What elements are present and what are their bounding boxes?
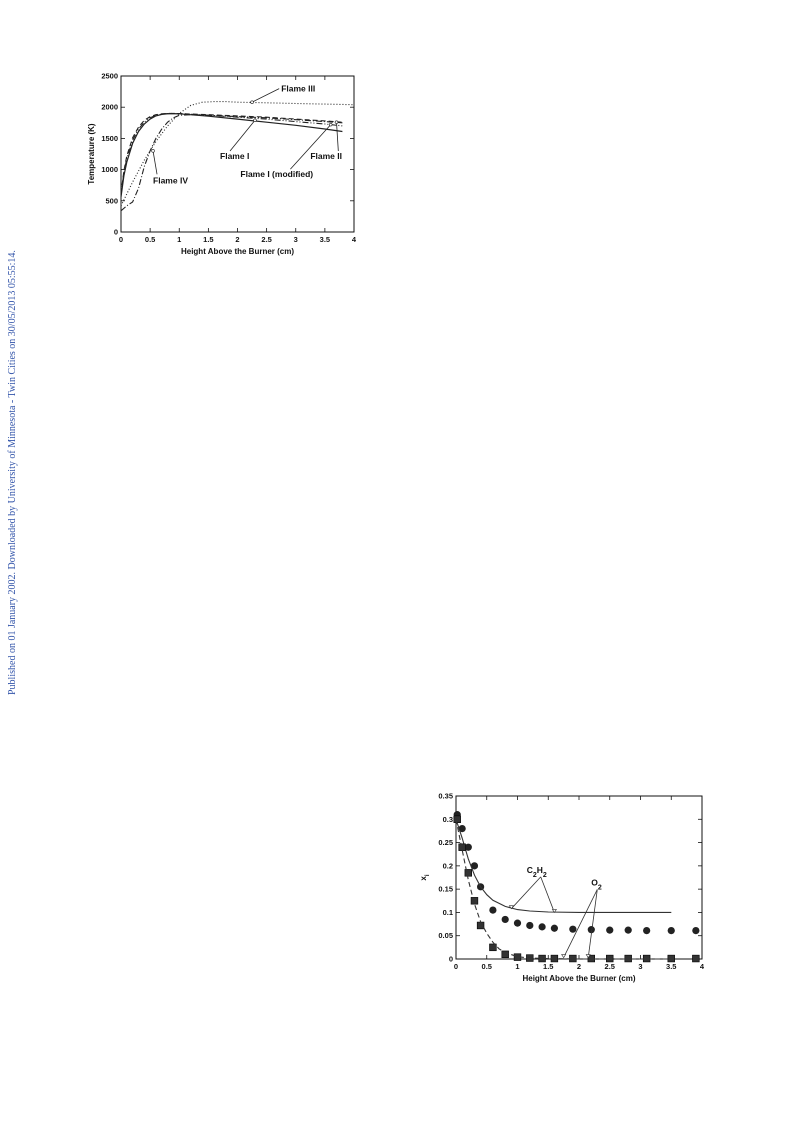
- data-point-c2h2: [587, 926, 595, 934]
- annotation-leader: [229, 120, 256, 152]
- y-tick-label: 1000: [101, 165, 118, 174]
- annotation-leader: [336, 122, 339, 152]
- annotation-leader: [251, 88, 280, 103]
- series-line-flame-ii: [120, 112, 343, 194]
- y-tick-label: 0: [114, 228, 118, 237]
- x-tick-label: 0.5: [482, 962, 492, 971]
- data-point-c2h2: [513, 919, 522, 927]
- annotation-mid: H: [537, 865, 543, 875]
- y-tick-label: 0.05: [438, 931, 453, 940]
- x-tick-label: 1.5: [543, 962, 553, 971]
- y-tick-label: 0.25: [438, 838, 453, 847]
- annotation-label: Flame III: [281, 84, 315, 94]
- annotation-subscript: 2: [533, 871, 537, 878]
- data-point-o2: [470, 897, 479, 905]
- y-tick-label: 2500: [101, 72, 118, 81]
- x-tick-label: 1.5: [203, 235, 213, 244]
- data-point-c2h2: [526, 921, 534, 930]
- annotation-leader: [540, 876, 555, 913]
- data-point-c2h2: [624, 926, 632, 934]
- x-tick-label: 0: [119, 235, 123, 244]
- annotation-label: O2: [591, 877, 602, 891]
- y-tick-label: 0.15: [438, 885, 453, 894]
- annotation-label: Flame I (modified): [240, 169, 313, 179]
- series-line-o2: [455, 819, 672, 960]
- y-axis-title: Temperature (K): [87, 123, 96, 185]
- data-point-c2h2: [501, 915, 509, 924]
- x-tick-label: 3: [294, 235, 298, 244]
- side-download-note: Published on 01 January 2002. Downloaded…: [7, 250, 18, 695]
- annotation-label: Flame I: [220, 151, 249, 161]
- data-point-c2h2: [692, 926, 700, 935]
- data-point-c2h2: [538, 923, 546, 931]
- data-point-o2: [464, 869, 473, 877]
- series-line-flame-iv: [120, 114, 343, 212]
- annotation-leader: [587, 889, 598, 958]
- annotation-arrowhead: [329, 122, 333, 127]
- y-axis-subscript: i: [425, 874, 431, 876]
- x-tick-label: 2.5: [261, 235, 271, 244]
- annotation-arrowhead: [250, 100, 254, 104]
- annotation-arrowhead: [334, 120, 339, 124]
- x-tick-label: 2: [235, 235, 239, 244]
- data-point-c2h2: [489, 906, 497, 914]
- x-tick-label: 0.5: [145, 235, 155, 244]
- annotation-arrowhead: [508, 905, 514, 910]
- x-tick-label: 0: [454, 962, 458, 971]
- annotation-label: C2H2: [527, 865, 547, 879]
- y-tick-label: 0: [449, 955, 453, 964]
- x-tick-label: 4: [700, 962, 705, 971]
- data-point-c2h2: [643, 926, 651, 935]
- data-point-o2: [489, 943, 497, 952]
- annotation-leader: [290, 124, 331, 170]
- data-point-c2h2: [667, 926, 675, 935]
- y-tick-label: 0.3: [443, 815, 453, 824]
- x-tick-label: 4: [352, 235, 357, 244]
- data-point-o2: [453, 815, 461, 823]
- series-line-c2h2: [455, 819, 672, 913]
- y-tick-label: 500: [105, 196, 118, 205]
- x-tick-label: 3.5: [666, 962, 676, 971]
- x-tick-label: 3.5: [320, 235, 330, 244]
- y-tick-label: 0.2: [443, 861, 453, 870]
- annotation-label: Flame II: [310, 151, 342, 161]
- y-tick-label: 0.35: [438, 792, 453, 801]
- data-point-c2h2: [606, 926, 614, 934]
- data-point-c2h2: [569, 925, 577, 933]
- annotation-subscript: 2: [543, 871, 547, 878]
- y-axis-title: xi: [419, 874, 431, 880]
- x-tick-label: 1: [515, 962, 519, 971]
- data-point-c2h2: [550, 924, 558, 932]
- x-tick-label: 1: [177, 235, 181, 244]
- y-tick-label: 0.1: [443, 908, 453, 917]
- annotation-subscript: 2: [598, 884, 602, 891]
- y-tick-label: 1500: [101, 134, 118, 143]
- data-point-c2h2: [458, 825, 466, 833]
- plot-frame: [455, 795, 703, 960]
- x-axis-title: Height Above the Burner (cm): [181, 247, 294, 256]
- mole-fraction-chart: 0 0.5 1 1.5 2 2.5 3 3.5 4 0 0.05 0.1 0.15 0.2 0.25 0.3 0…: [419, 792, 705, 984]
- x-tick-label: 2.5: [605, 962, 615, 971]
- annotation-arrowhead: [585, 954, 591, 959]
- side-note-text: Published on 01 January 2002. Downloaded…: [7, 250, 18, 695]
- data-point-c2h2: [464, 843, 472, 851]
- annotation-label: Flame IV: [153, 175, 188, 185]
- temperature-chart: 0 0.5 1 1.5 2 2.5 3 3.5 4 0 500 1000 1500 2000 2500 Hei…: [87, 72, 357, 257]
- x-tick-label: 2: [577, 962, 581, 971]
- annotation-leader: [563, 889, 598, 958]
- x-axis-title: Height Above the Burner (cm): [522, 974, 635, 983]
- data-point-o2: [476, 921, 485, 930]
- annotation-arrowhead: [551, 909, 557, 913]
- x-tick-label: 3: [638, 962, 642, 971]
- annotation-arrowhead: [253, 118, 257, 123]
- annotation-arrowhead: [151, 149, 155, 153]
- annotation-arrowhead: [561, 954, 567, 959]
- y-tick-label: 2000: [101, 103, 118, 112]
- data-point-o2: [501, 950, 509, 959]
- annotation-leader: [511, 876, 542, 909]
- data-point-o2: [692, 954, 700, 963]
- annotation-leader: [152, 150, 158, 175]
- data-point-c2h2: [470, 862, 479, 870]
- series-line-flame-iii: [120, 101, 355, 207]
